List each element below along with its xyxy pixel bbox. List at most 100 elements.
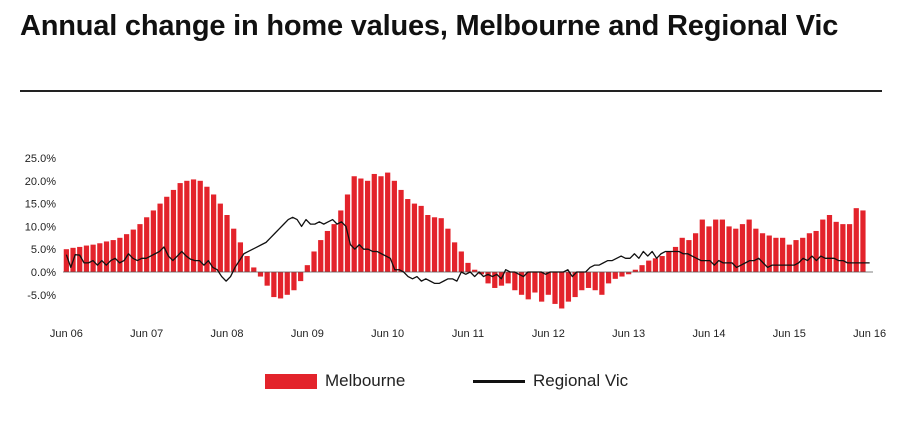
bar-melbourne: [324, 230, 331, 272]
bar-melbourne: [338, 210, 344, 272]
bar-melbourne: [378, 176, 384, 272]
bar-melbourne: [619, 272, 625, 277]
bar-melbourne: [786, 244, 792, 272]
bar-melbourne: [103, 241, 110, 272]
bar-melbourne: [398, 189, 404, 272]
bar-melbourne: [190, 179, 197, 272]
bar-melbourne: [318, 240, 324, 272]
bar-melbourne: [77, 246, 83, 272]
bar-melbourne: [351, 176, 357, 272]
bar-melbourne: [197, 180, 203, 272]
bar-melbourne: [271, 272, 277, 298]
bar-melbourne: [846, 224, 853, 272]
bar-melbourne: [719, 219, 725, 272]
bar-melbourne: [264, 272, 270, 286]
bar-melbourne: [820, 219, 826, 272]
bar-melbourne: [472, 269, 478, 272]
bar-melbourne: [284, 272, 290, 295]
bar-melbourne: [144, 217, 150, 272]
bar-melbourne: [83, 245, 90, 272]
regional-vic-swatch: [473, 379, 525, 383]
bar-melbourne: [518, 272, 525, 295]
bar-melbourne: [431, 217, 438, 272]
x-tick-label: Jun 09: [291, 328, 324, 340]
bar-melbourne: [217, 203, 223, 272]
bar-melbourne: [452, 242, 458, 272]
y-tick-label: 0.0%: [31, 267, 56, 279]
bar-melbourne: [612, 272, 618, 279]
melbourne-bars: [63, 172, 866, 309]
bar-melbourne: [311, 251, 317, 272]
bar-melbourne: [706, 226, 712, 272]
bar-melbourne: [371, 173, 377, 272]
bar-melbourne: [632, 269, 638, 272]
legend-item-melbourne: Melbourne: [265, 368, 405, 394]
bar-melbourne: [405, 199, 411, 272]
bar-melbourne: [699, 219, 705, 272]
bar-melbourne: [532, 272, 538, 293]
bar-melbourne: [672, 246, 679, 272]
bar-melbourne: [257, 272, 264, 277]
bar-melbourne: [679, 237, 685, 272]
bar-melbourne: [759, 233, 766, 272]
bar-melbourne: [224, 215, 230, 272]
bar-melbourne: [753, 228, 759, 272]
bar-melbourne: [110, 240, 116, 272]
title-divider: [20, 90, 882, 92]
bar-melbourne: [304, 265, 310, 272]
bar-melbourne: [358, 178, 364, 272]
x-tick-label: Jun 14: [692, 328, 725, 340]
bar-melbourne: [244, 256, 250, 272]
bar-melbourne: [157, 203, 163, 272]
bar-melbourne: [391, 180, 397, 272]
bar-melbourne: [853, 208, 859, 272]
bar-melbourne: [686, 240, 692, 272]
bar-melbourne: [418, 205, 424, 272]
bar-melbourne: [385, 172, 391, 272]
bar-melbourne: [773, 237, 779, 272]
y-axis: 25.0% 20.0% 15.0% 10.0% 5.0% 0.0% -5.0%: [25, 153, 56, 302]
bar-melbourne: [565, 272, 572, 302]
chart-title: Annual change in home values, Melbourne …: [20, 10, 839, 42]
bar-melbourne: [512, 272, 518, 291]
bar-melbourne: [572, 272, 578, 298]
bar-melbourne: [411, 203, 418, 272]
x-tick-label: Jun 15: [773, 328, 806, 340]
x-axis: Jun 06 Jun 07 Jun 08 Jun 09 Jun 10 Jun 11 Jun …: [50, 328, 886, 340]
bar-melbourne: [137, 224, 143, 272]
bar-melbourne: [525, 272, 531, 300]
bar-melbourne: [539, 272, 545, 302]
bar-melbourne: [485, 272, 491, 284]
bar-melbourne: [331, 224, 337, 272]
bar-melbourne: [117, 237, 123, 272]
bar-melbourne: [425, 215, 431, 272]
y-tick-label: 10.0%: [25, 221, 56, 233]
legend-item-regional-vic: Regional Vic: [473, 368, 628, 394]
bar-melbourne: [840, 224, 846, 272]
bar-melbourne: [63, 249, 69, 272]
bar-melbourne: [364, 180, 371, 272]
bar-melbourne: [438, 218, 444, 272]
bar-melbourne: [458, 251, 464, 272]
bar-melbourne: [552, 272, 558, 304]
x-tick-label: Jun 12: [532, 328, 565, 340]
bar-melbourne: [579, 272, 585, 291]
bar-melbourne: [766, 235, 772, 272]
bar-melbourne: [478, 272, 484, 275]
line-regional-vic: [65, 216, 870, 285]
bar-melbourne: [659, 256, 665, 272]
x-tick-label: Jun 06: [50, 328, 83, 340]
bar-melbourne: [130, 229, 136, 272]
bar-melbourne: [492, 272, 498, 288]
y-tick-label: 5.0%: [31, 244, 56, 256]
bar-melbourne: [123, 234, 130, 272]
bar-melbourne: [559, 272, 565, 309]
bar-melbourne: [746, 219, 752, 272]
melbourne-swatch: [265, 373, 317, 389]
bar-melbourne: [666, 251, 672, 272]
bar-melbourne: [184, 180, 190, 272]
bar-melbourne: [170, 189, 177, 272]
y-tick-label: -5.0%: [27, 290, 56, 302]
bar-melbourne: [585, 272, 592, 288]
bar-melbourne: [90, 244, 96, 272]
